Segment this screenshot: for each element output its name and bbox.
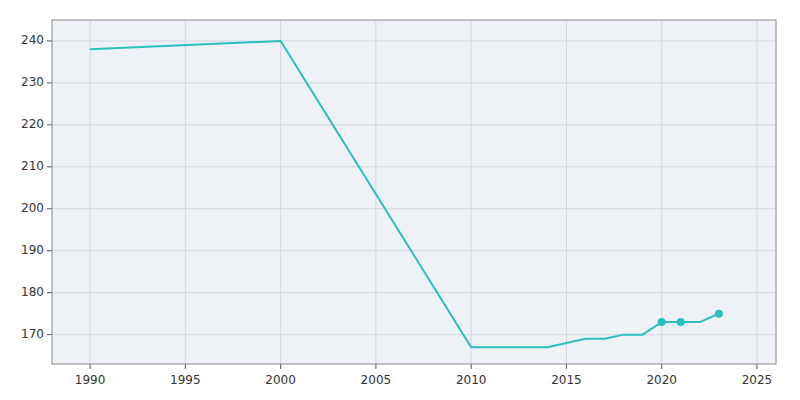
chart-svg: 170 180 190 200 210 220 230 240 1990 1995 2000 2005… bbox=[0, 0, 800, 400]
axes: 170 180 190 200 210 220 230 240 1990 1995 2000 2005… bbox=[21, 33, 772, 387]
y-grid-line bbox=[52, 250, 776, 251]
marker bbox=[715, 310, 723, 318]
x-tick-label: 2025 bbox=[742, 373, 773, 387]
x-tick-label: 2000 bbox=[265, 373, 296, 387]
x-tick-label: 2015 bbox=[551, 373, 582, 387]
y-grid-line bbox=[52, 208, 776, 209]
y-tick bbox=[47, 334, 52, 335]
y-tick bbox=[47, 124, 52, 125]
x-grid-line bbox=[661, 20, 662, 364]
y-tick-label: 230 bbox=[21, 75, 44, 89]
x-grid-line bbox=[756, 20, 757, 364]
x-grid-line bbox=[185, 20, 186, 364]
x-grid-line bbox=[90, 20, 91, 364]
y-grid-line bbox=[52, 334, 776, 335]
x-tick bbox=[90, 364, 91, 369]
data-layer bbox=[90, 41, 723, 347]
plot-frame bbox=[52, 20, 776, 364]
x-tick bbox=[375, 364, 376, 369]
y-grid-line bbox=[52, 40, 776, 41]
x-tick bbox=[471, 364, 472, 369]
y-tick bbox=[47, 208, 52, 209]
x-tick-label: 1990 bbox=[75, 373, 106, 387]
y-tick bbox=[47, 40, 52, 41]
x-grid-line bbox=[471, 20, 472, 364]
marker bbox=[658, 318, 666, 326]
y-tick-label: 240 bbox=[21, 33, 44, 47]
x-tick bbox=[566, 364, 567, 369]
y-tick-label: 210 bbox=[21, 159, 44, 173]
marker bbox=[677, 318, 685, 326]
y-grid-line bbox=[52, 292, 776, 293]
y-tick-label: 180 bbox=[21, 285, 44, 299]
y-tick-label: 190 bbox=[21, 243, 44, 257]
x-tick-label: 2020 bbox=[646, 373, 677, 387]
chart-container: 170 180 190 200 210 220 230 240 1990 1995 2000 2005… bbox=[0, 0, 800, 400]
y-tick-label: 220 bbox=[21, 117, 44, 131]
y-tick bbox=[47, 250, 52, 251]
x-tick bbox=[185, 364, 186, 369]
x-tick bbox=[756, 364, 757, 369]
x-tick-label: 2005 bbox=[361, 373, 392, 387]
x-grid-line bbox=[566, 20, 567, 364]
y-tick-label: 170 bbox=[21, 327, 44, 341]
y-tick bbox=[47, 292, 52, 293]
x-tick-label: 1995 bbox=[170, 373, 201, 387]
x-tick-label: 2010 bbox=[456, 373, 487, 387]
grid bbox=[52, 20, 776, 364]
line bbox=[90, 41, 719, 347]
y-grid-line bbox=[52, 166, 776, 167]
x-tick bbox=[280, 364, 281, 369]
x-tick bbox=[661, 364, 662, 369]
y-tick-label: 200 bbox=[21, 201, 44, 215]
y-tick bbox=[47, 82, 52, 83]
y-grid-line bbox=[52, 124, 776, 125]
y-grid-line bbox=[52, 82, 776, 83]
y-tick bbox=[47, 166, 52, 167]
plot-background bbox=[52, 20, 776, 364]
x-grid-line bbox=[280, 20, 281, 364]
